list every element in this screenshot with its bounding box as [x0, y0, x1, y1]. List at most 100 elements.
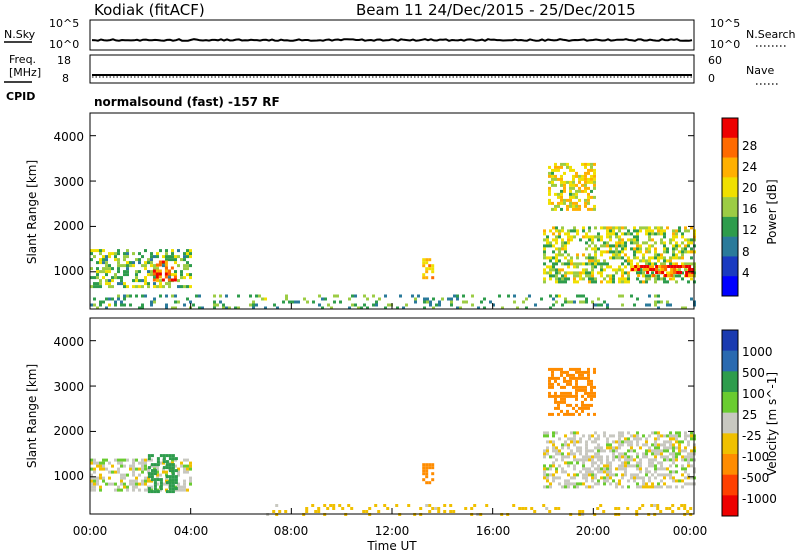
power-cell-4-36 — [552, 262, 555, 266]
power-cell-3-3 — [422, 273, 426, 277]
vel-cell-3-62 — [524, 507, 528, 510]
vel-cell-0-87 — [132, 488, 135, 492]
vel-cell-5-67 — [569, 412, 572, 416]
vel-cell-4-315 — [636, 443, 639, 447]
vel-cell-4-187 — [597, 479, 600, 483]
power-cell-2-183 — [561, 303, 564, 307]
vel-cell-0-29 — [99, 488, 102, 492]
vel-cell-3-31 — [386, 507, 390, 510]
power-cell-2-150 — [456, 297, 459, 301]
power-cell-4-275 — [621, 244, 624, 248]
power-cell-0-208 — [186, 273, 189, 277]
power-cell-4-15 — [546, 241, 549, 245]
power-cell-4-457 — [672, 232, 675, 236]
vel-cell-5-37 — [560, 394, 563, 398]
power-cell-0-69 — [117, 282, 120, 286]
power-cell-5-6 — [640, 265, 644, 268]
power-cell-6-122 — [587, 195, 590, 199]
vel-cell-4-10 — [543, 485, 546, 489]
vel-cell-4-208 — [606, 443, 609, 447]
power-cell-4-239 — [612, 244, 615, 248]
power-cell-1-3 — [155, 263, 159, 267]
power-cell-4-333 — [636, 256, 639, 260]
power-cell-4-57 — [558, 235, 561, 239]
vel-cell-4-140 — [585, 473, 588, 477]
station-title: Kodiak (fitACF) — [94, 1, 205, 19]
power-cell-0-133 — [150, 273, 153, 277]
vel-cell-4-322 — [636, 476, 639, 480]
vel-cell-4-308 — [633, 473, 636, 477]
vel-cell-5-52 — [566, 379, 569, 383]
vel-cell-0-68 — [123, 482, 126, 486]
vel-cell-4-209 — [606, 446, 609, 450]
power-cell-6-36 — [560, 177, 563, 181]
power-cell-0-200 — [183, 276, 186, 280]
vel-cell-4-482 — [681, 479, 684, 483]
vel-cell-4-259 — [618, 482, 621, 486]
vel-cell-4-387 — [657, 431, 660, 435]
vel-cell-0-13 — [93, 476, 96, 480]
vel-cell-4-484 — [684, 431, 687, 435]
vel-cell-5-65 — [569, 394, 572, 398]
power-cell-0-191 — [180, 270, 183, 274]
vel-cell-4-471 — [678, 446, 681, 450]
power-cell-4-178 — [594, 253, 597, 257]
power-cell-6-45 — [563, 162, 566, 166]
power-cell-4-452 — [669, 259, 672, 263]
power-cell-6-35 — [560, 174, 563, 178]
power-cell-4-445 — [666, 259, 669, 263]
vel-cell-4-361 — [648, 479, 651, 483]
power-cell-2-168 — [513, 300, 516, 304]
vel-cell-0-189 — [186, 464, 189, 468]
power-cell-5-10 — [646, 268, 650, 271]
power-cell-2-71 — [252, 303, 255, 307]
power-cell-0-84 — [126, 255, 129, 259]
power-cell-2-54 — [213, 300, 216, 304]
power-cell-0-18 — [96, 285, 99, 289]
vel-cell-1-6 — [147, 490, 151, 494]
power-cell-4-468 — [672, 274, 675, 278]
power-cell-4-352 — [642, 256, 645, 260]
power-cell-4-115 — [573, 280, 576, 284]
power-cell-4-456 — [672, 229, 675, 233]
vel-cell-4-58 — [561, 455, 564, 459]
vel-cell-4-200 — [603, 464, 606, 468]
power-cell-5-18 — [658, 265, 662, 268]
power-cell-4-353 — [642, 259, 645, 263]
power-cell-0-12 — [96, 261, 99, 265]
vel-cell-4-307 — [633, 464, 636, 468]
vel-cell-0-186 — [183, 485, 186, 489]
power-cell-4-5 — [543, 250, 546, 254]
power-cell-4-376 — [648, 247, 651, 251]
vel-cell-5-92 — [578, 388, 581, 392]
vel-cell-0-195 — [189, 467, 192, 471]
power-cell-0-47 — [108, 270, 111, 274]
power-cell-0-67 — [117, 270, 120, 274]
power-cell-4-490 — [678, 274, 681, 278]
vel-cell-4-272 — [624, 437, 627, 441]
power-cell-2-194 — [585, 297, 588, 301]
power-cell-6-73 — [572, 180, 575, 184]
power-cell-4-316 — [633, 235, 636, 239]
vel-cell-4-329 — [639, 464, 642, 468]
vel-cell-4-401 — [660, 449, 663, 453]
power-cell-4-217 — [606, 244, 609, 248]
vel-cell-4-442 — [669, 485, 672, 489]
vel-cell-0-43 — [111, 464, 114, 468]
vel-cell-0-125 — [150, 485, 153, 489]
power-cell-2-5 — [99, 303, 102, 307]
vel-cell-4-461 — [675, 455, 678, 459]
vel-cell-3-104 — [686, 510, 690, 513]
power-cell-2-125 — [402, 306, 405, 310]
vel-cell-4-41 — [555, 431, 558, 435]
vel-cell-5-83 — [575, 394, 578, 398]
power-cell-2-73 — [255, 294, 258, 298]
power-cell-6-90 — [578, 174, 581, 178]
vel-cell-4-415 — [663, 455, 666, 459]
power-cell-4-344 — [639, 259, 642, 263]
nsky-trace — [91, 38, 693, 42]
power-cell-5-23 — [664, 265, 668, 268]
power-cell-0-158 — [162, 285, 165, 289]
power-cell-4-453 — [669, 262, 672, 266]
power-cell-0-35 — [105, 258, 108, 262]
